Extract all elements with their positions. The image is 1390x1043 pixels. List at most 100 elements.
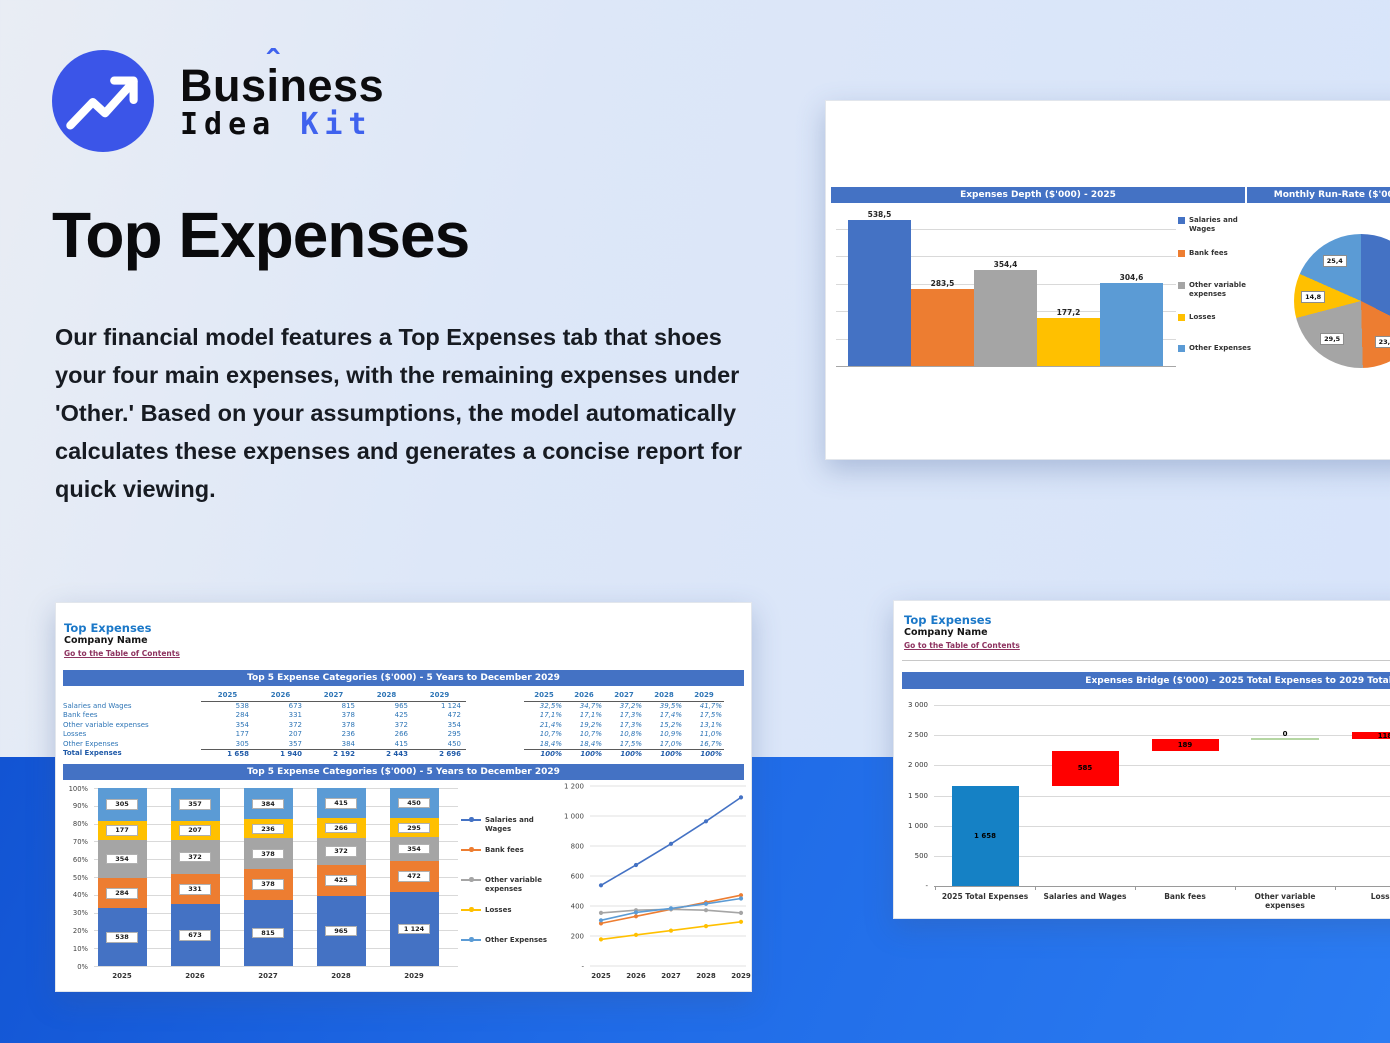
waterfall-bar-Bank fees bbox=[1151, 739, 1219, 751]
legend-line-icon bbox=[461, 846, 481, 854]
cell-percent: 18,4% bbox=[579, 739, 602, 748]
top-expenses-sheet-card: Top Expenses Company Name Go to the Tabl… bbox=[55, 602, 752, 992]
row-label: Other variable expenses bbox=[63, 720, 149, 729]
legend-line-icon bbox=[461, 876, 481, 884]
cell-percent: 10,7% bbox=[579, 730, 602, 739]
cell-percent: 100% bbox=[684, 748, 724, 759]
cell-percent: 19,2% bbox=[579, 720, 602, 729]
x-axis-label: 2027 bbox=[258, 972, 278, 980]
bar-Bank fees bbox=[911, 288, 974, 366]
row-label: Salaries and Wages bbox=[63, 702, 132, 710]
axis-tick bbox=[935, 886, 936, 890]
y-axis-label: 40% bbox=[72, 891, 88, 900]
brand-name-business: Busi ˆ ness bbox=[180, 44, 385, 111]
toc-link[interactable]: Go to the Table of Contents bbox=[904, 641, 1020, 650]
x-axis-label: 2028 bbox=[331, 972, 351, 980]
report-screenshot-card: Expenses Depth ($'000) - 2025 Monthly Ru… bbox=[825, 100, 1390, 460]
data-label: 304,6 bbox=[1119, 273, 1144, 283]
y-axis-label: 10% bbox=[72, 944, 88, 953]
legend-label: Bank fees bbox=[485, 846, 524, 854]
legend-item: Salaries and Wages bbox=[1178, 216, 1257, 235]
y-axis-label: 200 bbox=[571, 933, 584, 941]
data-label: 1 124 bbox=[398, 923, 430, 935]
pie-data-label: 23,6 bbox=[1374, 335, 1390, 348]
cell-value: 207 bbox=[288, 730, 302, 739]
data-point-marker bbox=[703, 924, 709, 929]
cell-percent: 17,4% bbox=[659, 711, 682, 720]
x-axis-label: 2028 bbox=[696, 972, 716, 980]
cell-value: 354 bbox=[447, 720, 461, 729]
data-point-marker bbox=[738, 896, 744, 901]
top5-stacked-bar-chart: 0% 10% 20% 30% 40% 50% 60% 70% 80% 90% 100% 538 284 3… bbox=[56, 783, 461, 983]
legend-marker bbox=[469, 877, 474, 882]
year-header: 2025 bbox=[524, 690, 564, 702]
legend-marker bbox=[469, 847, 474, 852]
section-header-top5-table: Top 5 Expense Categories ($'000) - 5 Yea… bbox=[63, 670, 744, 686]
y-axis-label: 0% bbox=[77, 962, 88, 971]
x-axis-label: Salaries and Wages bbox=[1043, 892, 1127, 901]
data-label: 354 bbox=[398, 843, 430, 855]
column-gap bbox=[466, 749, 524, 758]
data-point-marker bbox=[598, 937, 604, 942]
year-header: 2029 bbox=[684, 690, 724, 702]
toc-link[interactable]: Go to the Table of Contents bbox=[64, 649, 180, 658]
cell-value: 384 bbox=[341, 739, 355, 748]
cell-value: 472 bbox=[447, 711, 461, 720]
expenses-depth-legend: Salaries and Wages Bank fees Other variabl… bbox=[1178, 209, 1258, 369]
section-header-expenses-bridge: Expenses Bridge ($'000) - 2025 Total Exp… bbox=[902, 672, 1390, 689]
cell-value: 378 bbox=[341, 711, 355, 720]
data-label: 415 bbox=[325, 798, 357, 809]
legend-item: Other variable expenses bbox=[1178, 281, 1257, 300]
brand-word-post: ness bbox=[279, 59, 385, 111]
cell-value: 425 bbox=[394, 711, 408, 720]
data-point-marker bbox=[598, 910, 604, 915]
data-point-marker bbox=[738, 795, 744, 800]
cell-percent: 32,5% bbox=[539, 702, 562, 710]
legend-marker bbox=[469, 937, 474, 942]
cell-percent: 17,0% bbox=[659, 739, 682, 748]
cell-percent: 17,5% bbox=[699, 711, 722, 720]
cell-percent: 10,8% bbox=[619, 730, 642, 739]
y-axis-label: 60% bbox=[72, 855, 88, 864]
cell-value: 284 bbox=[235, 711, 249, 720]
data-label: 357 bbox=[179, 799, 211, 810]
data-point-marker bbox=[668, 906, 674, 911]
data-label: 378 bbox=[252, 879, 284, 890]
year-header: 2028 bbox=[360, 690, 413, 702]
data-label: 0 bbox=[1282, 730, 1288, 739]
table-corner bbox=[63, 690, 201, 699]
legend-label: Other variable expenses bbox=[1189, 281, 1246, 299]
axis-tick bbox=[1335, 886, 1336, 890]
data-point-marker bbox=[738, 910, 744, 915]
data-label: 189 bbox=[1177, 741, 1193, 749]
cell-value: 266 bbox=[394, 730, 408, 739]
y-axis-label: 2 000 bbox=[907, 761, 928, 770]
legend-label: Salaries and Wages bbox=[1189, 216, 1238, 234]
cell-percent: 15,2% bbox=[659, 720, 682, 729]
line-series bbox=[600, 796, 742, 886]
expense-table: 2025 2026 2027 2028 2029 2025 2026 2027 2028 2029… bbox=[63, 690, 724, 759]
data-label: 207 bbox=[179, 825, 211, 836]
cell-value: 1 658 bbox=[201, 748, 254, 759]
y-axis-label: 100% bbox=[68, 784, 88, 793]
data-point-marker bbox=[598, 921, 604, 926]
cell-percent: 11,0% bbox=[699, 730, 722, 739]
gridline bbox=[934, 705, 1390, 706]
cell-percent: 17,3% bbox=[619, 711, 642, 720]
cell-value: 236 bbox=[341, 730, 355, 739]
x-axis-label: 2026 bbox=[185, 972, 205, 980]
legend-item: Other Expenses bbox=[461, 936, 553, 945]
trending-up-icon bbox=[66, 76, 138, 130]
data-point-marker bbox=[633, 932, 639, 937]
cell-value: 177 bbox=[235, 730, 249, 739]
waterfall-bar-Losses bbox=[1351, 732, 1390, 740]
data-label: 354 bbox=[106, 853, 138, 865]
y-axis-label: 800 bbox=[571, 843, 584, 851]
gridline bbox=[94, 966, 458, 967]
data-label: 815 bbox=[252, 927, 284, 939]
legend-marker bbox=[469, 907, 474, 912]
legend-label: Salaries and Wages bbox=[485, 816, 534, 834]
x-axis-label: 2025 bbox=[591, 972, 611, 980]
cell-value: 378 bbox=[341, 720, 355, 729]
